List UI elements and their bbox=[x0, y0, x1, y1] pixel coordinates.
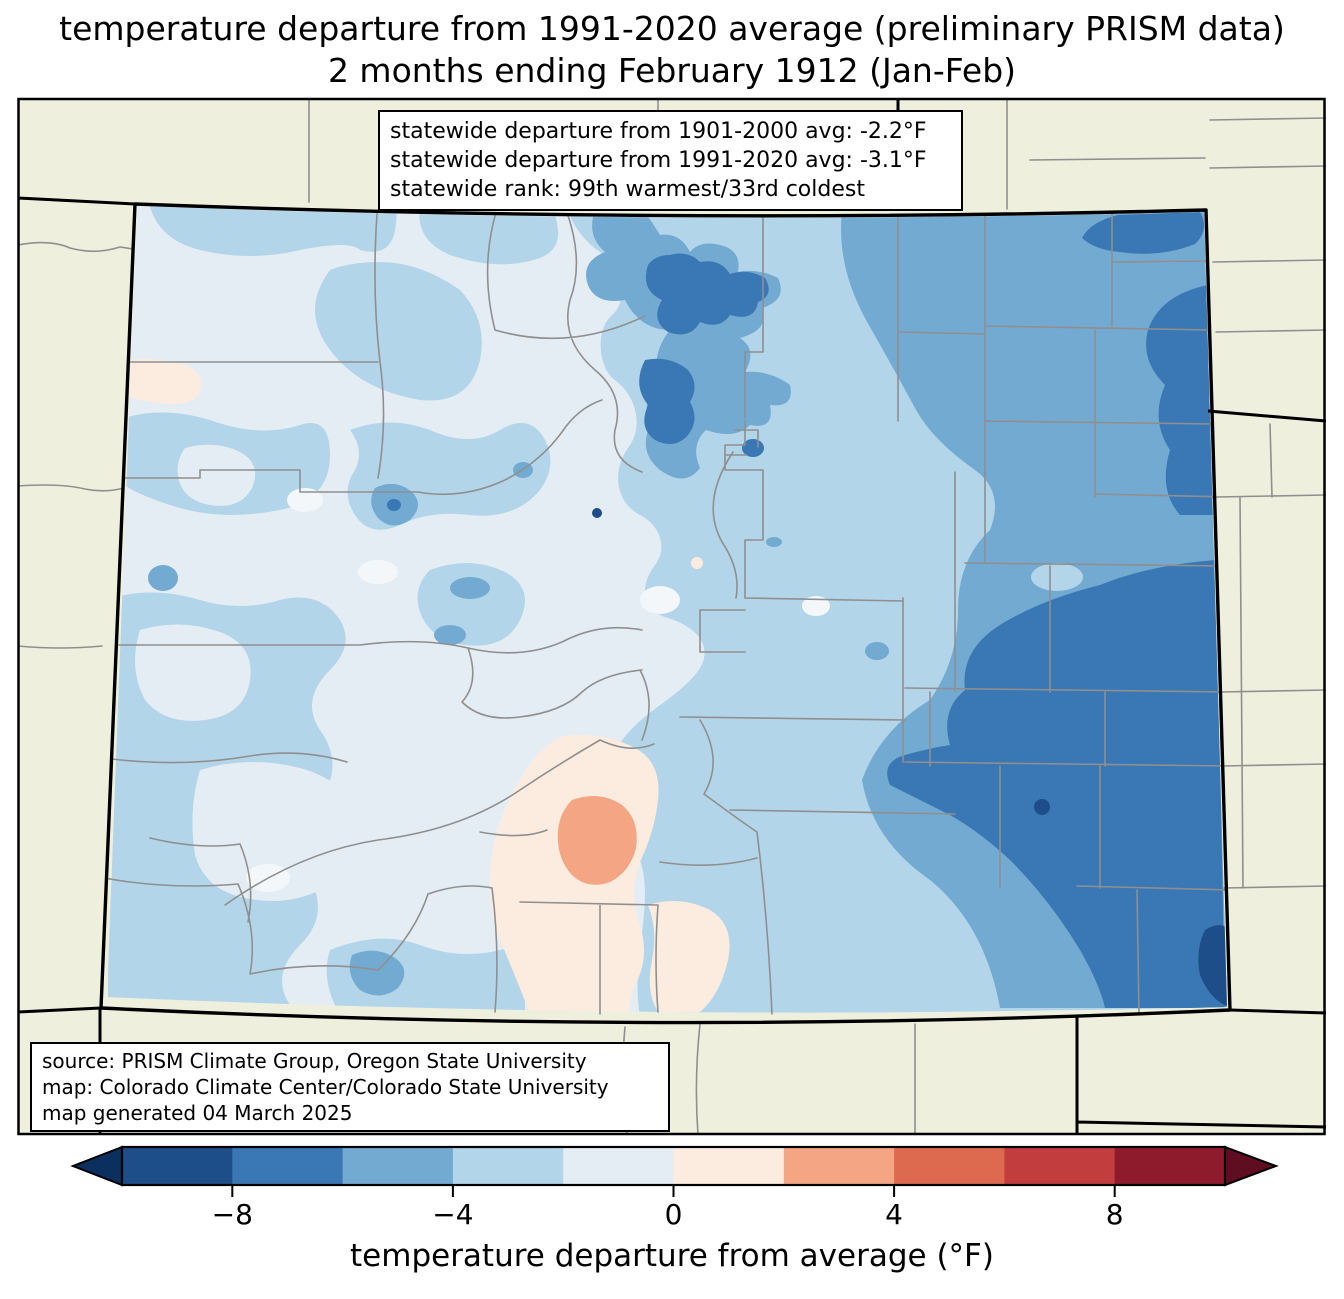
band-peach-south-lobe bbox=[648, 901, 730, 1013]
contour-fill-layers bbox=[107, 206, 1227, 1013]
band-salmon-core bbox=[557, 796, 637, 885]
band-navy-dot bbox=[592, 508, 602, 518]
colorbar-segment bbox=[452, 1147, 564, 1185]
stats-line-3: statewide rank: 99th warmest/33rd coldes… bbox=[390, 177, 865, 202]
colorbar-ticks bbox=[231, 1185, 1116, 1197]
band-light-center-blob-2 bbox=[417, 562, 525, 646]
band-navy-dot bbox=[1034, 799, 1050, 815]
colorbar-segment bbox=[563, 1147, 675, 1185]
band-medium-blob bbox=[865, 642, 889, 660]
colorbar-segment bbox=[232, 1147, 344, 1185]
colorbar-segment bbox=[673, 1147, 785, 1185]
colorbar-segment bbox=[342, 1147, 454, 1185]
source-line-2: map: Colorado Climate Center/Colorado St… bbox=[42, 1075, 609, 1099]
pale-hole-3 bbox=[177, 444, 256, 506]
stats-line-2: statewide departure from 1991-2020 avg: … bbox=[390, 148, 927, 173]
county-boundaries-west bbox=[103, 204, 758, 1015]
source-line-1: source: PRISM Climate Group, Oregon Stat… bbox=[42, 1049, 587, 1073]
source-line-3: map generated 04 March 2025 bbox=[42, 1101, 353, 1125]
colorbar-right-arrow bbox=[1224, 1145, 1279, 1187]
colorbar-tick-label: 0 bbox=[664, 1198, 683, 1231]
band-medium-blob bbox=[450, 577, 490, 599]
band-peach-west-patch bbox=[112, 359, 201, 405]
stats-box: statewide departure from 1901-2000 avg: … bbox=[378, 110, 963, 211]
colorbar-segments bbox=[122, 1147, 1226, 1185]
band-medium-blob bbox=[349, 950, 405, 996]
band-light-north-blob-3 bbox=[315, 262, 482, 401]
county-boundaries-east bbox=[679, 204, 1230, 1015]
band-navy-corner bbox=[1198, 925, 1227, 1007]
near-white-spot bbox=[358, 560, 398, 584]
band-dark-cluster-core-2 bbox=[639, 358, 695, 444]
stats-line-1: statewide departure from 1901-2000 avg: … bbox=[390, 119, 927, 144]
light-hole-in-medium bbox=[1031, 563, 1083, 591]
band-dark-southeast-mass bbox=[887, 560, 1225, 1008]
colorbar-segment bbox=[122, 1147, 233, 1185]
band-dark-cluster-core-1 bbox=[645, 253, 769, 335]
colorbar-tick-label: 4 bbox=[885, 1198, 903, 1231]
colorbar-segment bbox=[1004, 1147, 1116, 1185]
title-line-1: temperature departure from 1991-2020 ave… bbox=[59, 9, 1285, 48]
colorbar-segment bbox=[783, 1147, 895, 1185]
near-white-spot bbox=[802, 596, 830, 616]
colorbar-segment bbox=[1114, 1147, 1226, 1185]
band-peach-dot bbox=[691, 557, 703, 569]
colorbar-tick-label: −8 bbox=[211, 1198, 253, 1231]
colorbar-segment bbox=[894, 1147, 1005, 1185]
colorbar-label: temperature departure from average (°F) bbox=[350, 1238, 994, 1274]
map-frame bbox=[17, 97, 1326, 1136]
band-medium-blob bbox=[148, 565, 178, 591]
source-box: source: PRISM Climate Group, Oregon Stat… bbox=[30, 1042, 670, 1132]
near-white-spot bbox=[287, 488, 323, 512]
page-title: temperature departure from 1991-2020 ave… bbox=[0, 8, 1344, 92]
colorbar bbox=[70, 1145, 1279, 1197]
band-medium-blob bbox=[766, 537, 782, 547]
pale-hole-1 bbox=[135, 624, 251, 721]
colorbar-left-arrow bbox=[70, 1145, 123, 1187]
near-white-spot bbox=[640, 586, 680, 614]
band-medium-blob bbox=[434, 625, 466, 645]
colorbar-tick-label: 8 bbox=[1105, 1198, 1124, 1231]
band-dark-east-upper bbox=[1146, 285, 1214, 515]
band-dark-blob bbox=[387, 499, 401, 511]
pale-hole-2 bbox=[192, 761, 362, 902]
colorbar-tick-label: −4 bbox=[432, 1198, 474, 1231]
title-line-2: 2 months ending February 1912 (Jan-Feb) bbox=[327, 51, 1017, 90]
colorado-border bbox=[99, 202, 1232, 1025]
band-light-north-blob-2 bbox=[419, 207, 559, 265]
band-light-north-blob-1 bbox=[150, 207, 397, 256]
